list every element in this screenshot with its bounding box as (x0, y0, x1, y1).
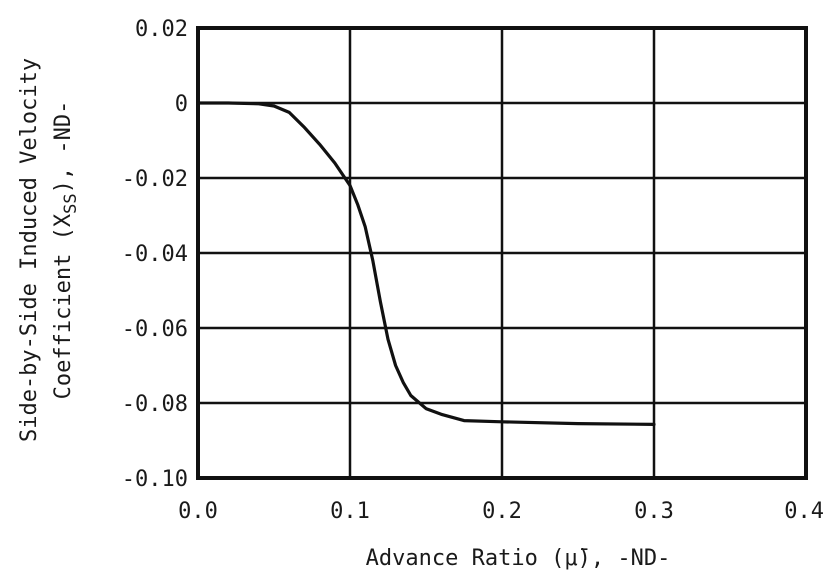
y-tick-label: 0.02 (135, 17, 188, 42)
y-tick-label: -0.06 (122, 317, 188, 342)
x-tick-label: 0.3 (634, 499, 674, 524)
plot-frame (196, 26, 808, 480)
y-tick-label: -0.08 (122, 392, 188, 417)
x-tick-label: 0.2 (482, 499, 522, 524)
grid-lines (198, 28, 806, 478)
y-tick-label: -0.02 (122, 167, 188, 192)
x-tick-label: 0.4 (784, 499, 824, 524)
y-axis-label-line2-suffix: ), -ND- (51, 101, 76, 194)
y-axis-label-line2-prefix: Coefficient (X (51, 213, 76, 399)
x-tick-labels: 0.0 0.1 0.2 0.3 0.4 (178, 499, 824, 524)
y-tick-label: -0.10 (122, 467, 188, 492)
y-tick-label: 0 (175, 92, 188, 117)
y-axis-label-line1: Side-by-Side Induced Velocity (17, 58, 42, 442)
y-tick-label: -0.04 (122, 242, 188, 267)
y-axis-label-line2-subscript: SS (61, 193, 81, 213)
y-tick-labels: 0.02 0 -0.02 -0.04 -0.06 -0.08 -0.10 (122, 17, 188, 492)
x-tick-label: 0.0 (178, 499, 218, 524)
y-axis-label-line2: Coefficient (XSS), -ND- (51, 101, 81, 400)
series-line (196, 101, 656, 426)
x-axis-label: Advance Ratio (μ̄), -ND- (366, 546, 671, 571)
x-tick-label: 0.1 (330, 499, 370, 524)
